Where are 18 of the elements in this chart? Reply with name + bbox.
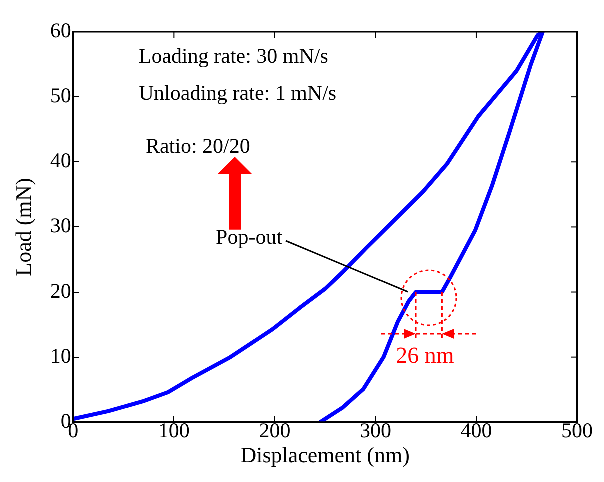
annotation: Pop-out [216, 225, 283, 250]
y-tick-label: 50 [50, 84, 72, 108]
annotation: Loading rate: 30 mN/s [138, 44, 328, 68]
x-tick-label: 400 [460, 418, 492, 443]
annotation: Ratio: 20/20 [146, 134, 250, 158]
y-tick-label: 10 [50, 344, 72, 368]
x-tick-label: 300 [360, 418, 392, 443]
y-tick-label: 30 [50, 214, 72, 238]
x-tick-label: 200 [259, 418, 291, 443]
y-tick-label: 20 [50, 278, 72, 303]
x-tick-label: 100 [158, 418, 190, 443]
y-tick-label: 40 [50, 148, 72, 173]
annotation: Unloading rate: 1 mN/s [138, 80, 337, 105]
y-axis-title: Load (mN) [10, 178, 36, 276]
annotation: 26 nm [396, 343, 454, 368]
x-tick-label: 500 [562, 418, 593, 443]
y-tick-label: 60 [50, 18, 72, 43]
x-axis-title: Displacement (nm) [240, 442, 410, 468]
